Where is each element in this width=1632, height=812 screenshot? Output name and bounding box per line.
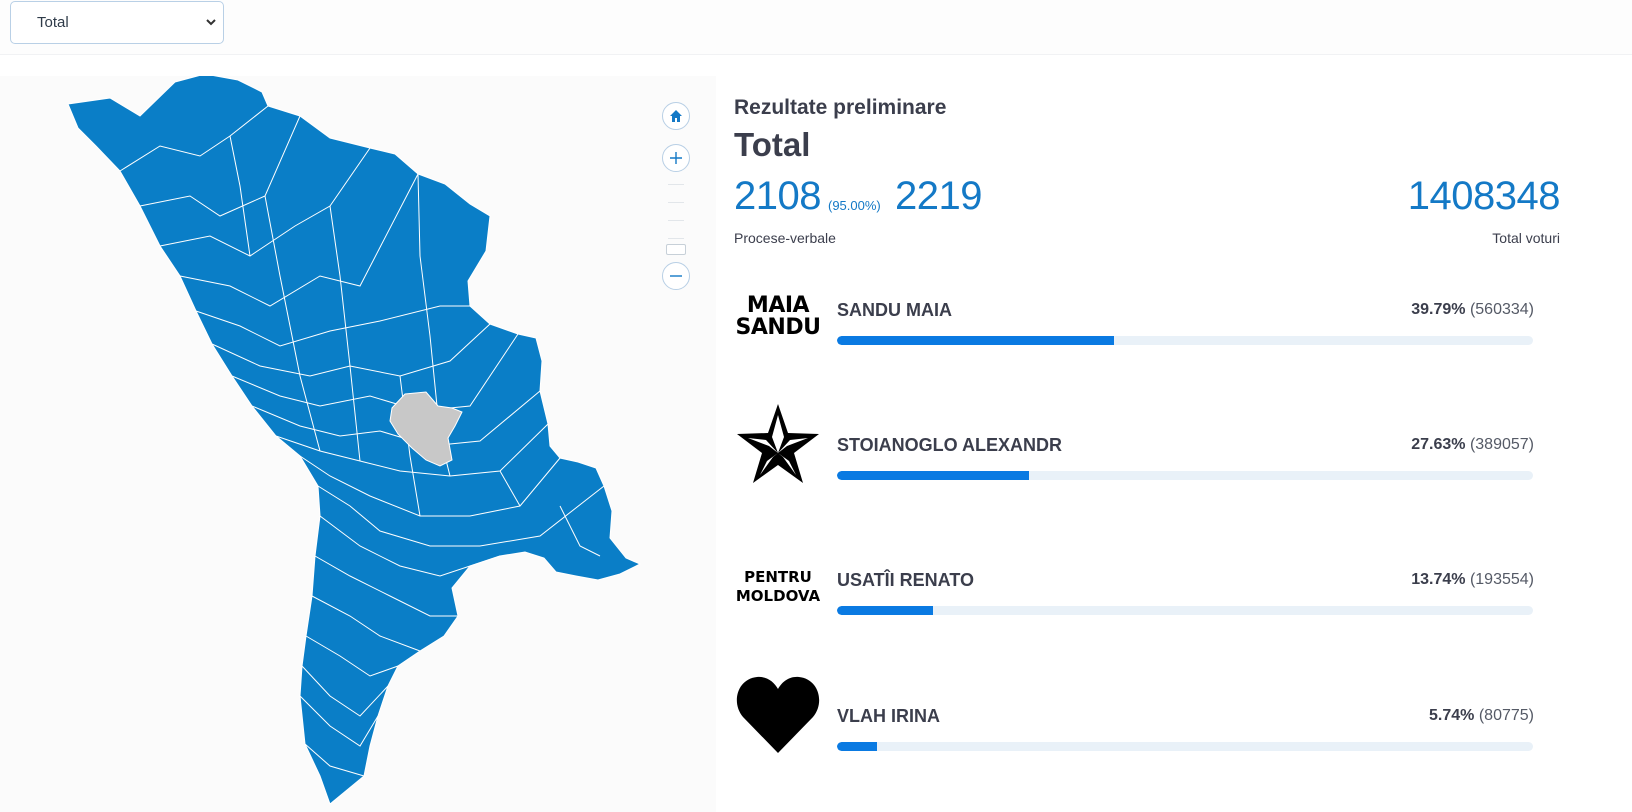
candidate-name: USATÎI RENATO xyxy=(837,570,975,590)
candidate-progress-track xyxy=(837,336,1533,345)
candidate-percent: 13.74% xyxy=(1411,571,1466,588)
total-reports-count: 2219 xyxy=(895,174,982,218)
candidate-progress-fill xyxy=(837,742,877,751)
highlighted-district[interactable] xyxy=(389,391,463,467)
logo-text-line: PENTRU xyxy=(744,568,812,586)
candidate-row[interactable]: MAIA SANDU SANDU MAIA 39.79% (560334) xyxy=(734,276,1534,366)
candidate-votes: (193554) xyxy=(1469,571,1534,588)
moldova-territory[interactable] xyxy=(67,76,642,805)
logo-text-line: MOLDOVA xyxy=(735,587,821,605)
candidate-score: 39.79% (560334) xyxy=(1411,301,1534,319)
candidate-percent: 5.74% xyxy=(1429,707,1475,724)
star-icon xyxy=(737,404,819,483)
zoom-scale-tick xyxy=(668,220,684,221)
candidate-logo: MAIA SANDU xyxy=(734,276,822,358)
candidate-name: STOIANOGLO ALEXANDR xyxy=(837,435,1063,455)
candidate-percent: 27.63% xyxy=(1411,436,1466,453)
candidate-progress-track xyxy=(837,471,1533,480)
logo-text-line: SANDU xyxy=(735,315,821,340)
moldova-map[interactable] xyxy=(0,76,716,812)
minus-icon xyxy=(670,275,682,277)
candidate-score: 27.63% (389057) xyxy=(1411,436,1534,454)
zoom-scale-tick xyxy=(668,184,684,185)
total-votes-count: 1408348 xyxy=(1407,174,1561,218)
candidate-progress-track xyxy=(837,606,1533,615)
processed-reports-percent: (95.00%) xyxy=(828,198,881,213)
candidate-logo xyxy=(734,674,822,756)
candidate-row[interactable]: STOIANOGLO ALEXANDR 27.63% (389057) xyxy=(734,403,1534,493)
candidate-percent: 39.79% xyxy=(1411,301,1466,318)
map-home-button[interactable] xyxy=(662,102,690,130)
home-icon xyxy=(670,110,682,122)
candidate-votes: (80775) xyxy=(1478,707,1534,724)
candidate-progress-track xyxy=(837,742,1533,751)
total-votes-label: Total voturi xyxy=(1492,230,1560,246)
chevron-down-icon xyxy=(206,19,216,26)
results-subtitle: Rezultate preliminare xyxy=(734,96,947,119)
plus-icon xyxy=(670,152,682,164)
candidate-name: VLAH IRINA xyxy=(837,706,940,726)
zoom-scale-tick xyxy=(668,238,684,239)
district-borders xyxy=(119,105,605,777)
candidate-logo: PENTRU MOLDOVA xyxy=(734,546,822,628)
candidate-score: 5.74% (80775) xyxy=(1429,707,1534,725)
candidate-votes: (560334) xyxy=(1469,301,1534,318)
heart-icon xyxy=(736,676,820,753)
candidate-progress-fill xyxy=(837,336,1114,345)
reports-label: Procese-verbale xyxy=(734,230,836,246)
top-bar: Total xyxy=(0,0,1632,55)
processed-reports-count: 2108 xyxy=(734,174,821,218)
candidate-logo xyxy=(734,403,822,485)
logo-text-line: MAIA xyxy=(746,293,810,318)
district-select[interactable]: Total xyxy=(10,1,224,44)
zoom-out-button[interactable] xyxy=(662,262,690,290)
candidate-progress-fill xyxy=(837,606,933,615)
candidate-votes: (389057) xyxy=(1469,436,1534,453)
map-panel xyxy=(0,76,716,812)
zoom-scale-tick xyxy=(668,202,684,203)
candidate-progress-fill xyxy=(837,471,1030,480)
results-title: Total xyxy=(734,126,811,163)
zoom-slider-handle[interactable] xyxy=(666,244,686,255)
candidate-score: 13.74% (193554) xyxy=(1411,571,1534,589)
district-select-value: Total xyxy=(37,14,69,31)
candidate-name: SANDU MAIA xyxy=(837,300,952,320)
candidate-row[interactable]: PENTRU MOLDOVA USATÎI RENATO 13.74% (193… xyxy=(734,546,1534,636)
zoom-in-button[interactable] xyxy=(662,144,690,172)
candidate-row[interactable]: VLAH IRINA 5.74% (80775) xyxy=(734,674,1534,764)
